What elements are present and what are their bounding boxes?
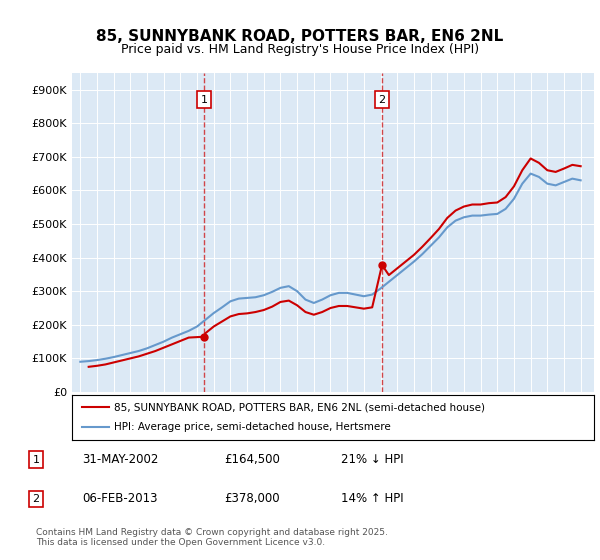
- Text: HPI: Average price, semi-detached house, Hertsmere: HPI: Average price, semi-detached house,…: [114, 422, 391, 432]
- Text: 85, SUNNYBANK ROAD, POTTERS BAR, EN6 2NL (semi-detached house): 85, SUNNYBANK ROAD, POTTERS BAR, EN6 2NL…: [114, 402, 485, 412]
- Text: £164,500: £164,500: [224, 453, 280, 466]
- Text: 1: 1: [200, 95, 208, 105]
- Text: 14% ↑ HPI: 14% ↑ HPI: [341, 492, 403, 505]
- Text: 2: 2: [32, 494, 40, 504]
- Text: 1: 1: [32, 455, 40, 465]
- Text: Price paid vs. HM Land Registry's House Price Index (HPI): Price paid vs. HM Land Registry's House …: [121, 43, 479, 56]
- Text: Contains HM Land Registry data © Crown copyright and database right 2025.
This d: Contains HM Land Registry data © Crown c…: [36, 528, 388, 547]
- Text: £378,000: £378,000: [224, 492, 280, 505]
- Text: 21% ↓ HPI: 21% ↓ HPI: [341, 453, 403, 466]
- Text: 85, SUNNYBANK ROAD, POTTERS BAR, EN6 2NL: 85, SUNNYBANK ROAD, POTTERS BAR, EN6 2NL: [97, 29, 503, 44]
- Text: 31-MAY-2002: 31-MAY-2002: [82, 453, 158, 466]
- Text: 2: 2: [379, 95, 386, 105]
- Text: 06-FEB-2013: 06-FEB-2013: [82, 492, 158, 505]
